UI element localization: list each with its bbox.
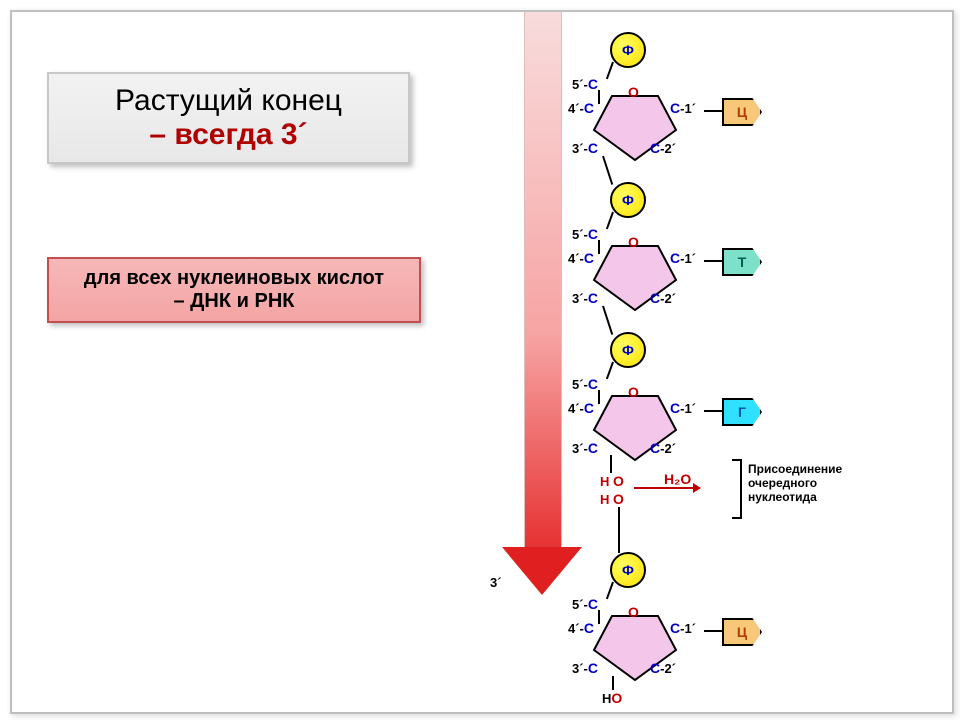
bond <box>606 362 614 380</box>
ring-oxygen: O <box>628 84 639 100</box>
ho-upper: H O <box>600 473 624 489</box>
base-flag: Т <box>722 248 762 276</box>
title-line2: – всегда 3´ <box>61 118 396 152</box>
bond <box>606 582 614 600</box>
bond <box>704 260 722 262</box>
phosphate-icon: Ф <box>610 32 646 68</box>
c1-label: C-1´ <box>670 400 696 416</box>
subtitle-line1: для всех нуклеиновых кислот <box>59 267 409 290</box>
bond <box>612 676 614 690</box>
c4-label: 4´-C <box>568 620 594 636</box>
ring-oxygen: O <box>628 604 639 620</box>
bond <box>618 507 620 553</box>
c2-label: C-2´ <box>650 290 676 306</box>
nucleotide-chain: Ф5´-C O4´-CC-1´3´-CC-2´ЦФ5´-C O4´-CC-1´3… <box>572 22 952 702</box>
subtitle-box: для всех нуклеиновых кислот – ДНК и РНК <box>47 257 421 323</box>
phosphate-icon: Ф <box>610 332 646 368</box>
bond <box>704 110 722 112</box>
base-flag: Г <box>722 398 762 426</box>
bond <box>704 630 722 632</box>
c1-label: C-1´ <box>670 250 696 266</box>
c4-label: 4´-C <box>568 100 594 116</box>
nucleotide-0: Ф5´-C O4´-CC-1´3´-CC-2´Ц <box>572 32 952 192</box>
phosphate-icon: Ф <box>610 552 646 588</box>
annotation-text: Присоединениеочередногонуклеотида <box>748 463 842 504</box>
ring-oxygen: O <box>628 234 639 250</box>
bond <box>610 455 612 473</box>
subtitle-line2: – ДНК и РНК <box>59 290 409 313</box>
annotation-brace <box>732 459 742 519</box>
title-box: Растущий конец – всегда 3´ <box>47 72 410 164</box>
ring-oxygen: O <box>628 384 639 400</box>
terminal-ho: HO <box>602 690 622 706</box>
reaction-zone: H O H O H₂O Присоединениеочередногонуклеоти… <box>572 457 952 552</box>
c3-label: 3´-C <box>572 660 598 676</box>
c4-label: 4´-C <box>568 400 594 416</box>
arrow-head <box>502 547 582 595</box>
ho-lower: H O <box>600 491 624 507</box>
nucleotide-3: Ф5´-C O4´-CC-1´3´-CC-2´ЦHO <box>572 552 952 712</box>
title-line1: Растущий конец <box>61 84 396 118</box>
bond <box>606 212 614 230</box>
c3-label: 3´-C <box>572 140 598 156</box>
c3-label: 3´-C <box>572 290 598 306</box>
water-label: H₂O <box>664 471 691 487</box>
c4-label: 4´-C <box>568 250 594 266</box>
bond <box>704 410 722 412</box>
slide-frame: Растущий конец – всегда 3´ для всех нукл… <box>10 10 954 714</box>
bond <box>606 62 614 80</box>
c1-label: C-1´ <box>670 100 696 116</box>
arrow-shaft <box>524 12 562 552</box>
phosphate-icon: Ф <box>610 182 646 218</box>
c2-label: C-2´ <box>650 660 676 676</box>
c1-label: C-1´ <box>670 620 696 636</box>
water-release-arrow <box>634 487 700 489</box>
base-flag: Ц <box>722 98 762 126</box>
three-prime-end-label: 3´ <box>490 575 502 590</box>
base-flag: Ц <box>722 618 762 646</box>
c2-label: C-2´ <box>650 440 676 456</box>
nucleotide-1: Ф5´-C O4´-CC-1´3´-CC-2´Т <box>572 182 952 342</box>
c3-label: 3´-C <box>572 440 598 456</box>
c2-label: C-2´ <box>650 140 676 156</box>
